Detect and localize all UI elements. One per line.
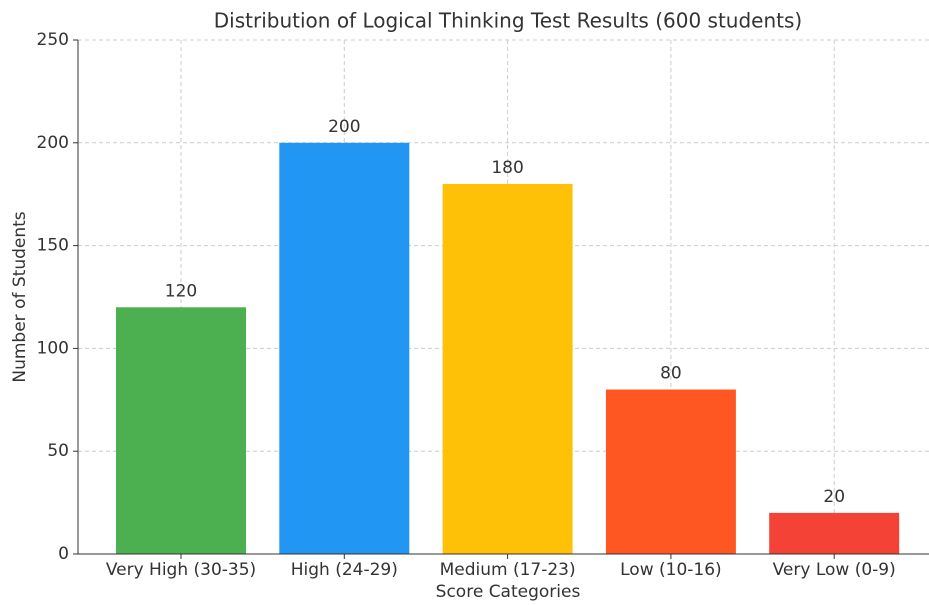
y-tick-label: 50 xyxy=(47,441,69,461)
x-tick-label: High (24-29) xyxy=(291,560,398,580)
y-tick-label: 0 xyxy=(58,544,69,564)
x-tick-label: Low (10-16) xyxy=(620,560,722,580)
data-label: 120 xyxy=(165,281,197,301)
y-tick-label: 150 xyxy=(37,236,69,256)
bar xyxy=(116,307,246,554)
bar xyxy=(769,512,900,554)
data-label: 20 xyxy=(823,487,845,507)
x-tick-label: Medium (17-23) xyxy=(440,560,576,580)
y-tick-label: 250 xyxy=(37,30,69,50)
x-tick-label: Very Low (0-9) xyxy=(773,560,896,580)
bar xyxy=(605,389,736,554)
data-label: 180 xyxy=(491,158,523,178)
bar xyxy=(279,142,410,555)
x-axis-label: Score Categories xyxy=(436,582,581,601)
x-tick-label: Very High (30-35) xyxy=(106,560,256,580)
y-tick-label: 100 xyxy=(37,338,69,358)
y-axis-label: Number of Students xyxy=(10,211,30,382)
data-label: 200 xyxy=(328,117,360,137)
bar xyxy=(442,183,573,555)
y-tick-label: 200 xyxy=(37,133,69,153)
chart-title: Distribution of Logical Thinking Test Re… xyxy=(214,9,802,33)
data-label: 80 xyxy=(660,364,682,384)
